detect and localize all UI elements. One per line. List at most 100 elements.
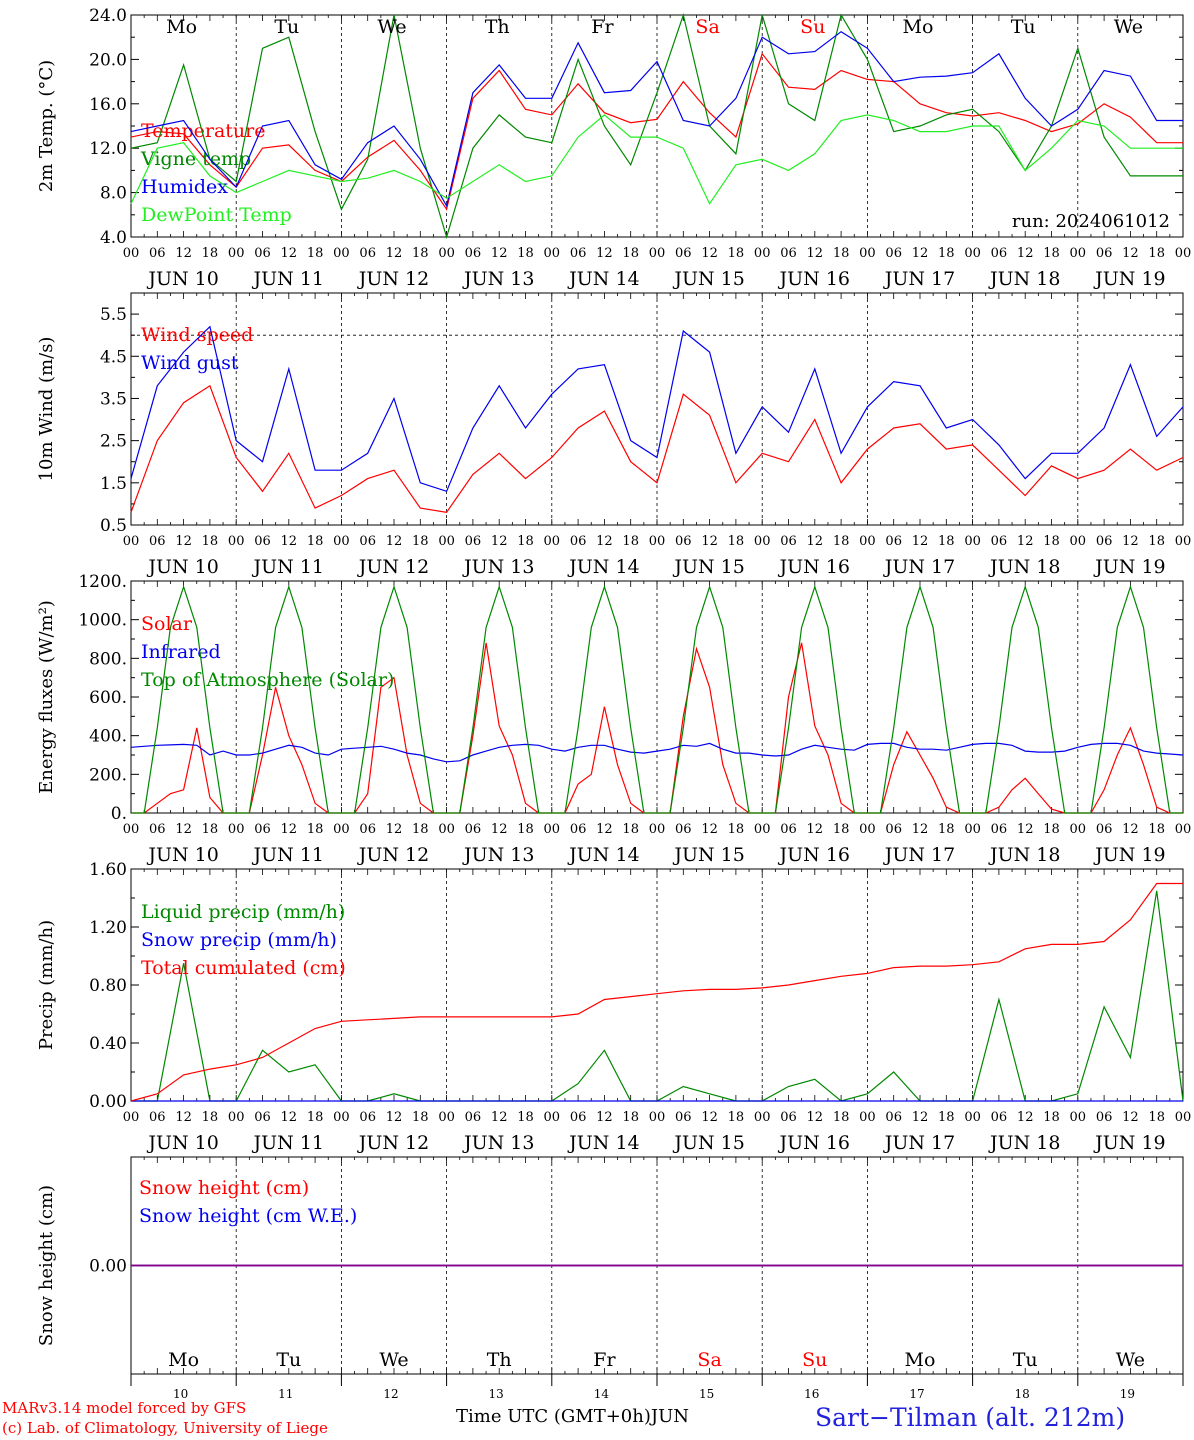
y-tick-label: 8.0 — [100, 184, 127, 204]
weekday-label: Fr — [593, 1349, 616, 1371]
hour-tick-label: 00 — [228, 534, 245, 549]
hour-tick-label: 18 — [1043, 822, 1060, 837]
hour-tick-label: 18 — [1148, 534, 1165, 549]
hour-tick-label: 00 — [333, 534, 350, 549]
weekday-label: Su — [802, 1349, 827, 1371]
day-number-label: 19 — [1120, 1387, 1135, 1401]
hour-tick-label: 18 — [938, 246, 955, 261]
y-tick-label: 5.5 — [100, 305, 127, 325]
hour-tick-label: 18 — [517, 1110, 534, 1125]
hour-tick-label: 12 — [807, 246, 824, 261]
model-credit-line2: (c) Lab. of Climatology, University of L… — [2, 1419, 328, 1437]
day-label: JUN 16 — [778, 556, 850, 578]
hour-tick-label: 18 — [517, 246, 534, 261]
hour-tick-label: 06 — [675, 822, 692, 837]
day-number-label: 15 — [699, 1387, 714, 1401]
hour-tick-label: 00 — [649, 534, 666, 549]
day-label: JUN 11 — [252, 1132, 324, 1154]
hour-tick-label: 12 — [175, 246, 192, 261]
weekday-label: We — [1114, 16, 1143, 38]
hour-tick-label: 00 — [123, 822, 140, 837]
series-line-temperature — [130, 52, 1183, 211]
hour-tick-label: 06 — [1096, 822, 1113, 837]
weekday-label: Mo — [905, 1349, 936, 1371]
hour-tick-label: 06 — [359, 822, 376, 837]
hour-tick-label: 18 — [1148, 246, 1165, 261]
hour-tick-label: 12 — [491, 246, 508, 261]
hour-tick-label: 12 — [807, 534, 824, 549]
day-label: JUN 16 — [778, 844, 850, 866]
y-axis-label: Precip (mm/h) — [36, 920, 57, 1050]
series-line-infrared — [130, 742, 1184, 763]
y-tick-label: 1.20 — [89, 918, 127, 938]
hour-tick-label: 00 — [964, 1110, 981, 1125]
y-axis-label: Energy fluxes (W/m²) — [36, 600, 57, 794]
hour-tick-label: 06 — [465, 822, 482, 837]
hour-tick-label: 00 — [964, 822, 981, 837]
run-annotation: run: 2024061012 — [1012, 211, 1170, 232]
hour-tick-label: 06 — [149, 1110, 166, 1125]
hour-tick-label: 18 — [202, 534, 219, 549]
hour-tick-label: 00 — [1175, 246, 1192, 261]
day-label: JUN 13 — [462, 556, 534, 578]
hour-tick-label: 00 — [754, 534, 771, 549]
hour-tick-label: 06 — [465, 1110, 482, 1125]
hour-tick-label: 00 — [1070, 246, 1087, 261]
day-label: JUN 15 — [672, 844, 744, 866]
hour-tick-label: 06 — [359, 246, 376, 261]
day-number-label: 13 — [489, 1387, 504, 1401]
day-label: JUN 18 — [988, 1132, 1060, 1154]
hour-tick-label: 18 — [412, 534, 429, 549]
day-number-label: 17 — [909, 1387, 924, 1401]
legend-entry: Temperature — [141, 120, 265, 142]
hour-tick-label: 12 — [281, 822, 298, 837]
hour-tick-label: 06 — [1096, 1110, 1113, 1125]
hour-tick-label: 06 — [149, 822, 166, 837]
hour-tick-label: 18 — [1043, 1110, 1060, 1125]
weekday-label: Tu — [276, 1349, 301, 1371]
y-tick-label: 1000. — [78, 611, 127, 631]
hour-tick-label: 00 — [438, 1110, 455, 1125]
y-tick-label: 12.0 — [89, 139, 127, 159]
hour-tick-label: 06 — [254, 1110, 271, 1125]
day-number-label: 12 — [383, 1387, 398, 1401]
hour-tick-label: 12 — [1017, 246, 1034, 261]
legend-entry: DewPoint Temp — [141, 204, 292, 226]
series-line-vigne-temp — [130, 12, 1183, 240]
series-line-humidex — [130, 30, 1183, 208]
hour-tick-label: 12 — [491, 822, 508, 837]
hour-tick-label: 00 — [438, 246, 455, 261]
weekday-label: Fr — [591, 16, 614, 38]
hour-tick-label: 12 — [281, 534, 298, 549]
weekday-label: Mo — [168, 1349, 199, 1371]
day-label: JUN 15 — [672, 556, 744, 578]
day-label: JUN 16 — [778, 268, 850, 290]
day-number-label: 11 — [278, 1387, 293, 1401]
hour-tick-label: 06 — [254, 822, 271, 837]
hour-tick-label: 00 — [754, 246, 771, 261]
y-tick-label: 3.5 — [100, 389, 127, 409]
hour-tick-label: 06 — [780, 246, 797, 261]
weekday-label: Th — [485, 16, 510, 38]
hour-tick-label: 12 — [175, 1110, 192, 1125]
y-tick-label: 0.00 — [89, 1092, 127, 1112]
y-tick-label: 4.5 — [100, 347, 127, 367]
hour-tick-label: 00 — [1070, 1110, 1087, 1125]
hour-tick-label: 00 — [438, 822, 455, 837]
hour-tick-label: 12 — [1017, 534, 1034, 549]
weekday-label: Sa — [695, 16, 719, 38]
day-label: JUN 10 — [146, 844, 218, 866]
hour-tick-label: 00 — [123, 1110, 140, 1125]
day-label: JUN 13 — [462, 844, 534, 866]
hour-tick-label: 06 — [570, 1110, 587, 1125]
hour-tick-label: 00 — [1070, 534, 1087, 549]
hour-tick-label: 12 — [281, 246, 298, 261]
day-label: JUN 15 — [672, 1132, 744, 1154]
hour-tick-label: 18 — [1148, 1110, 1165, 1125]
hour-tick-label: 18 — [728, 1110, 745, 1125]
hour-tick-label: 06 — [675, 1110, 692, 1125]
hour-tick-label: 06 — [465, 534, 482, 549]
hour-tick-label: 18 — [938, 822, 955, 837]
hour-tick-label: 18 — [938, 534, 955, 549]
hour-tick-label: 12 — [596, 246, 613, 261]
